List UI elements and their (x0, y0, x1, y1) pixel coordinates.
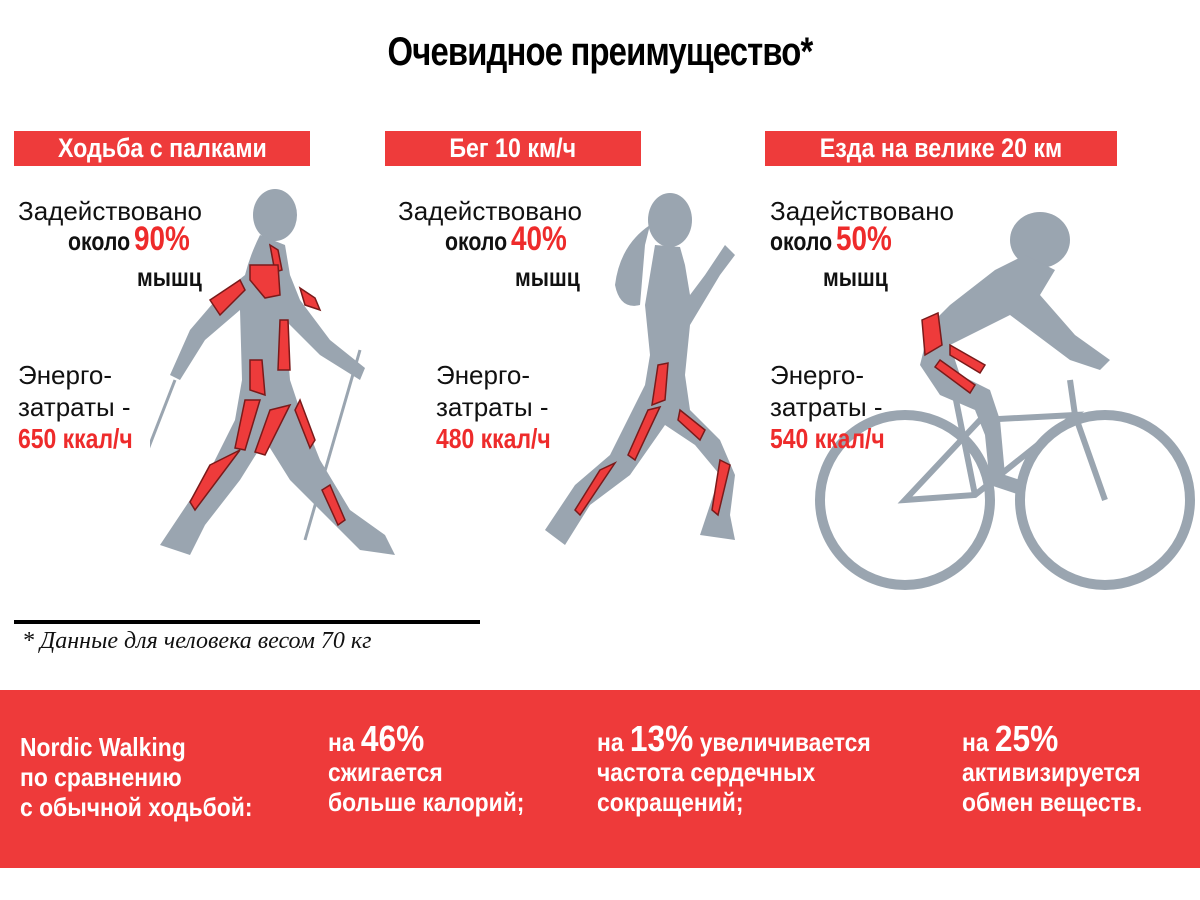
panel-header-cycling: Езда на велике 20 км (765, 131, 1117, 166)
cycling-energy1: Энерго- (770, 360, 864, 390)
footnote: * Данные для человека весом 70 кг (22, 628, 372, 654)
page-title: Очевидное преимущество* (387, 30, 814, 74)
running-percent-line: около 40% (445, 220, 605, 258)
cycling-engaged-label: Задействовано (770, 196, 955, 226)
cycling-percent-line: около 50% (770, 220, 930, 258)
running-muscles: мышц (515, 262, 594, 292)
panel-header-running: Бег 10 км/ч (385, 131, 641, 166)
walking-kcal-value: 650 ккал/ч (18, 423, 133, 454)
summary-line: обмен веществ. (962, 787, 1143, 817)
summary-prefix: на (328, 727, 355, 757)
cycling-about: около (770, 226, 833, 256)
summary-prefix: на (597, 727, 624, 757)
summary-line: сжигается (328, 757, 443, 787)
walking-engaged-label: Задействовано (18, 196, 203, 226)
summary-item-heart-rate: на 13% увеличивается частота сердечных с… (597, 721, 908, 818)
running-kcal-value: 480 ккал/ч (436, 423, 551, 454)
summary-prefix: на (962, 727, 989, 757)
runner-icon (545, 193, 735, 545)
summary-intro-line: с обычной ходьбой: (20, 792, 253, 822)
summary-item-metabolism: на 25% активизируется обмен веществ. (962, 721, 1167, 818)
panel-header-running-label: Бег 10 км/ч (449, 133, 577, 163)
running-engaged-label: Задействовано (398, 196, 583, 226)
running-energy2: затраты - (436, 392, 549, 422)
cycling-muscles-label: мышц (823, 262, 888, 292)
summary-item-calories: на 46% сжигается больше калорий; (328, 721, 551, 818)
summary-intro-line: Nordic Walking (20, 732, 186, 762)
nordic-walker-icon (150, 189, 395, 555)
summary-line: частота сердечных (597, 757, 816, 787)
panel-header-walking-label: Ходьба с палками (57, 133, 267, 163)
summary-band (0, 690, 1200, 868)
running-about: около (445, 226, 508, 256)
summary-suffix: увеличивается (699, 727, 871, 757)
walking-energy1: Энерго- (18, 360, 112, 390)
cycling-muscles: мышц (823, 262, 902, 292)
summary-line: сокращений; (597, 787, 744, 817)
running-kcal: 480 ккал/ч (436, 424, 576, 454)
running-muscles-label: мышц (515, 262, 580, 292)
cycling-energy2: затраты - (770, 392, 883, 422)
walking-kcal: 650 ккал/ч (18, 424, 158, 454)
walking-percent-line: около 90% (68, 220, 228, 258)
walking-about: около (68, 226, 131, 256)
cycling-percent: 50% (835, 220, 892, 258)
panel-header-walking: Ходьба с палками (14, 131, 310, 166)
walking-percent: 90% (133, 220, 190, 258)
footnote-divider (14, 620, 480, 624)
summary-value: 46% (360, 718, 425, 759)
walking-muscles: мышц (137, 262, 216, 292)
walking-muscles-label: мышц (137, 262, 202, 292)
cyclist-icon (815, 212, 1195, 590)
summary-intro-line: по сравнению (20, 762, 182, 792)
summary-intro: Nordic Walking по сравнению с обычной хо… (20, 732, 284, 822)
cycling-kcal: 540 ккал/ч (770, 424, 910, 454)
summary-value: 25% (994, 718, 1059, 759)
panel-header-cycling-label: Езда на велике 20 км (819, 133, 1063, 163)
running-percent: 40% (510, 220, 567, 258)
walking-energy2: затраты - (18, 392, 131, 422)
cycling-kcal-value: 540 ккал/ч (770, 423, 885, 454)
running-energy1: Энерго- (436, 360, 530, 390)
summary-line: активизируется (962, 757, 1141, 787)
summary-value: 13% (629, 718, 694, 759)
summary-line: больше калорий; (328, 787, 525, 817)
